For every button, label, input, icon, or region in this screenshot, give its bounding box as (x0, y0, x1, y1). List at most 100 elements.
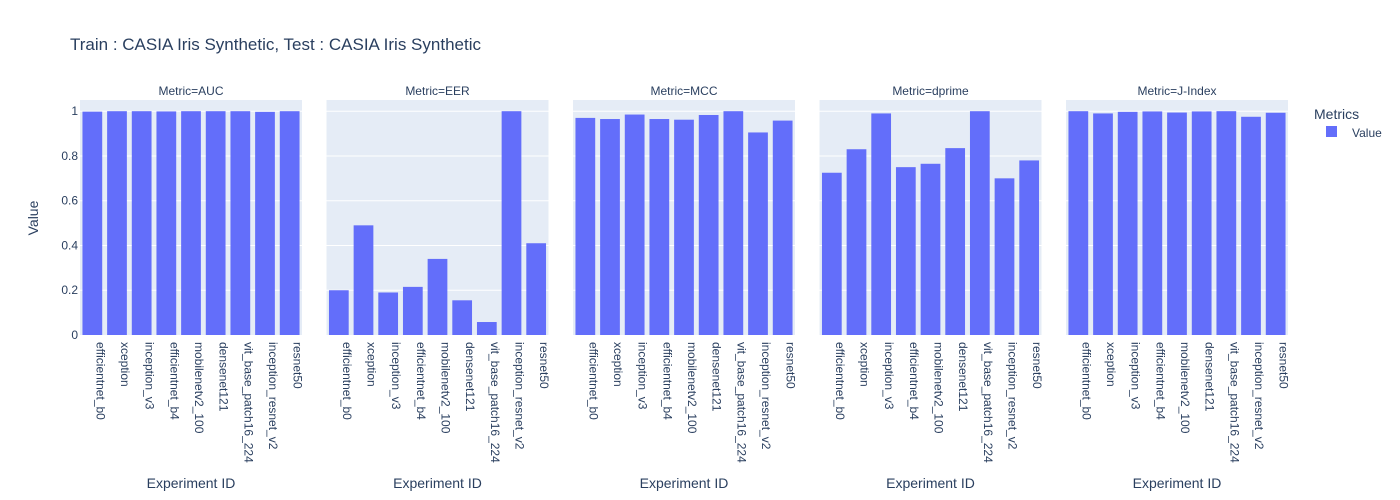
x-tick-label: efficientnet_b4 (660, 342, 674, 420)
bar[interactable] (427, 258, 448, 335)
bar[interactable] (994, 178, 1015, 335)
x-tick-label: xception (858, 342, 872, 387)
bar[interactable] (501, 111, 522, 335)
chart-title: Train : CASIA Iris Synthetic, Test : CAS… (70, 35, 481, 54)
bar[interactable] (575, 117, 596, 336)
x-tick-label: inception_resnet_v2 (1252, 342, 1266, 450)
bar[interactable] (1216, 111, 1237, 335)
bar[interactable] (1093, 113, 1113, 335)
facet-title: Metric=dprime (892, 84, 969, 98)
bar[interactable] (205, 111, 226, 335)
x-tick-label: mobilenetv2_100 (932, 342, 946, 434)
x-tick-label: resnet50 (537, 342, 551, 389)
legend-swatch[interactable] (1326, 126, 1337, 137)
x-axis-title: Experiment ID (1133, 475, 1222, 491)
bar[interactable] (1068, 111, 1089, 335)
bar[interactable] (1265, 112, 1286, 335)
bar[interactable] (181, 111, 201, 335)
bar[interactable] (353, 225, 374, 335)
x-tick-label: xception (611, 342, 625, 387)
bar[interactable] (476, 322, 497, 335)
bar[interactable] (674, 119, 694, 335)
y-tick-label: 0.2 (61, 283, 78, 297)
bar[interactable] (82, 111, 103, 335)
x-tick-label: vit_base_patch16_224 (734, 342, 748, 463)
x-tick-label: vit_base_patch16_224 (981, 342, 995, 463)
bar[interactable] (945, 148, 966, 335)
x-axis-title: Experiment ID (393, 475, 482, 491)
x-tick-label: inception_resnet_v2 (759, 342, 773, 450)
facet-panel: Metric=J-Index efficientnet_b0 xception inc… (1066, 84, 1291, 491)
x-tick-label: densenet121 (463, 342, 477, 412)
x-tick-label: inception_v3 (882, 342, 896, 410)
x-tick-label: inception_v3 (143, 342, 157, 410)
bar[interactable] (600, 119, 620, 336)
bar[interactable] (969, 111, 990, 335)
bar[interactable] (846, 149, 867, 335)
bar[interactable] (402, 286, 423, 335)
x-tick-label: resnet50 (1030, 342, 1044, 389)
bar[interactable] (1019, 160, 1040, 335)
x-axis-title: Experiment ID (886, 475, 975, 491)
legend-entry-value[interactable]: Value (1352, 126, 1382, 140)
x-tick-label: resnet50 (1277, 342, 1291, 389)
x-tick-label: efficientnet_b0 (586, 342, 600, 420)
x-tick-label: efficientnet_b4 (907, 342, 921, 420)
bar[interactable] (255, 111, 275, 335)
bar[interactable] (328, 290, 349, 335)
legend[interactable]: Metrics Value (1314, 106, 1382, 140)
bar[interactable] (649, 119, 670, 336)
x-tick-label: efficientnet_b4 (167, 342, 181, 420)
y-tick-label: 0.4 (61, 238, 78, 252)
bar[interactable] (526, 243, 547, 335)
x-tick-label: inception_resnet_v2 (1006, 342, 1020, 450)
bar[interactable] (772, 120, 793, 335)
facet-title: Metric=EER (405, 84, 470, 98)
bar[interactable] (107, 111, 127, 335)
x-tick-label: efficientnet_b4 (414, 342, 428, 420)
bar[interactable] (230, 111, 251, 335)
x-tick-label: densenet121 (710, 342, 724, 412)
x-tick-label: vit_base_patch16_224 (241, 342, 255, 463)
bar[interactable] (279, 111, 300, 335)
x-tick-label: densenet121 (217, 342, 231, 412)
facet-title: Metric=AUC (158, 84, 223, 98)
bar[interactable] (920, 163, 941, 335)
facets-group: Metric=AUC 0 0.2 0.4 0.6 0.8 1 efficientnet_b0 x… (61, 84, 1290, 491)
bar[interactable] (1191, 111, 1212, 336)
x-tick-label: inception_resnet_v2 (266, 342, 280, 450)
x-tick-label: xception (365, 342, 379, 387)
x-tick-label: resnet50 (291, 342, 305, 389)
facet-panel: Metric=dprime efficientnet_b0 xception ince… (819, 84, 1044, 491)
bar[interactable] (131, 111, 152, 335)
y-tick-label: 0 (71, 328, 78, 342)
bar[interactable] (821, 172, 842, 335)
bar[interactable] (156, 111, 177, 336)
facet-panel: Metric=EER efficientnet_b0 xception incepti… (326, 84, 551, 491)
bar[interactable] (1241, 116, 1261, 336)
facet-title: Metric=MCC (650, 84, 717, 98)
x-tick-label: mobilenetv2_100 (685, 342, 699, 434)
bar[interactable] (452, 300, 473, 335)
x-tick-label: inception_resnet_v2 (513, 342, 527, 450)
x-tick-label: xception (1104, 342, 1118, 387)
bar[interactable] (871, 113, 892, 335)
bar[interactable] (698, 114, 719, 335)
x-tick-label: efficientnet_b0 (1079, 342, 1093, 420)
bar[interactable] (1167, 112, 1187, 336)
x-tick-label: resnet50 (784, 342, 798, 389)
x-tick-label: vit_base_patch16_224 (488, 342, 502, 463)
y-tick-label: 0.6 (61, 194, 78, 208)
bar[interactable] (378, 292, 399, 335)
bar[interactable] (748, 132, 768, 335)
legend-title: Metrics (1314, 106, 1359, 122)
x-tick-label: xception (118, 342, 132, 387)
bar[interactable] (1117, 111, 1138, 335)
x-tick-label: vit_base_patch16_224 (1227, 342, 1241, 463)
bar[interactable] (895, 167, 916, 335)
y-tick-label: 1 (71, 104, 78, 118)
bar[interactable] (723, 111, 744, 335)
bar[interactable] (1142, 111, 1163, 336)
bar[interactable] (624, 114, 645, 335)
